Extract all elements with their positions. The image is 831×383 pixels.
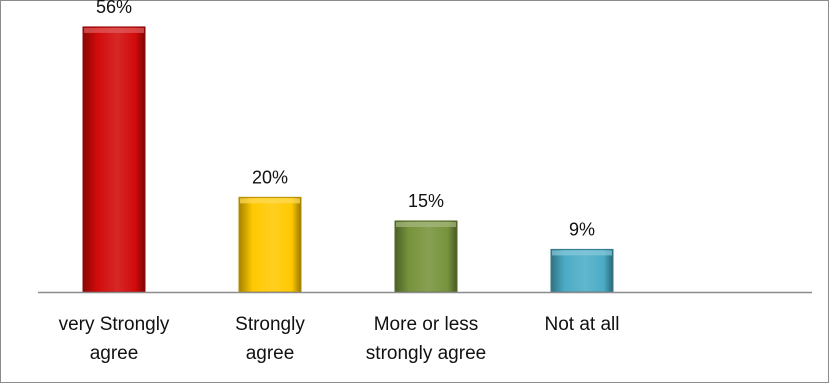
- bars-layer: [82, 26, 614, 293]
- x-tick-label-3: Not at all: [545, 314, 620, 335]
- labels-layer: 56% 20% 15% 9%: [96, 0, 595, 239]
- bar-2: [394, 220, 458, 293]
- x-tick-label-0: very Strongly agree: [59, 314, 170, 364]
- x-tick-labels: very Strongly agree Strongly agree More or l…: [59, 314, 620, 364]
- bar-0: [82, 26, 146, 293]
- bar-bevel-3: [552, 250, 612, 256]
- bar-bevel-0: [84, 27, 144, 33]
- data-label-0: 56%: [96, 0, 132, 17]
- bar-1: [238, 196, 302, 293]
- bar-bevel-1: [240, 198, 300, 204]
- data-label-3: 9%: [569, 219, 595, 239]
- bar-bevel-2: [396, 222, 456, 227]
- x-tick-label-2: More or less strongly agree: [366, 314, 486, 364]
- data-label-2: 15%: [408, 191, 444, 211]
- data-label-1: 20%: [252, 167, 288, 187]
- x-tick-label-1: Strongly agree: [235, 314, 305, 364]
- bar-3: [550, 248, 614, 293]
